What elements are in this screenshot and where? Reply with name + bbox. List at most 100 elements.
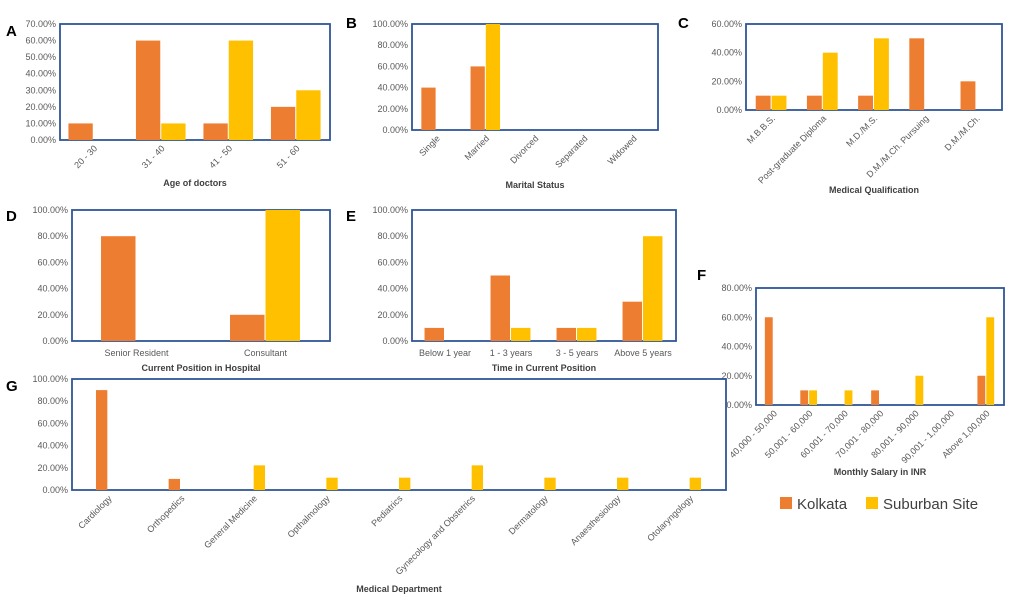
x-tick-label: Pediatrics (369, 493, 404, 528)
y-tick-label: 80.00% (37, 231, 68, 241)
x-tick-label: Below 1 year (419, 348, 471, 358)
chart-panel-f: F0.00%20.00%40.00%60.00%80.00%40,000 - 5… (697, 267, 1005, 477)
bar-kolkata-below-1-year (424, 327, 444, 341)
bar-suburban-site-dermatology (544, 477, 556, 490)
y-tick-label: 20.00% (721, 371, 752, 381)
x-axis-title: Medical Department (356, 584, 442, 594)
bar-suburban-site-80-001-90-000 (915, 375, 924, 405)
bar-kolkata-d-m-m-ch-pursuing (909, 38, 925, 111)
y-tick-label: 20.00% (377, 104, 408, 114)
bar-suburban-site-31-40 (161, 123, 186, 140)
y-tick-label: 60.00% (25, 36, 56, 46)
x-tick-label: Senior Resident (104, 348, 169, 358)
x-tick-label: M.B.B.S. (745, 113, 777, 145)
y-tick-label: 80.00% (37, 396, 68, 406)
bar-suburban-site-3-5-years (577, 327, 597, 341)
y-tick-label: 40.00% (25, 69, 56, 79)
x-tick-label: Anaesthesiology (569, 493, 623, 547)
x-tick-label: Married (463, 133, 492, 162)
y-tick-label: 0.00% (382, 336, 408, 346)
y-tick-label: 60.00% (37, 418, 68, 428)
y-tick-label: 100.00% (32, 374, 68, 384)
bar-suburban-site-general-medicine (253, 465, 266, 490)
y-tick-label: 80.00% (377, 40, 408, 50)
bar-kolkata-consultant (230, 314, 265, 341)
bar-kolkata-31-40 (135, 40, 161, 141)
y-tick-label: 0.00% (726, 400, 752, 410)
bar-kolkata-cardiology (95, 390, 108, 490)
x-tick-label: Separated (553, 133, 589, 169)
y-tick-label: 40.00% (37, 441, 68, 451)
bar-kolkata-senior-resident (101, 236, 136, 341)
x-axis-title: Medical Qualification (829, 185, 919, 195)
x-axis-title: Monthly Salary in INR (834, 467, 927, 477)
x-tick-label: General Medicine (202, 493, 259, 550)
bar-kolkata-d-m-m-ch (960, 81, 976, 110)
y-tick-label: 60.00% (711, 19, 742, 29)
x-axis-title: Age of doctors (163, 178, 227, 188)
plot-frame (411, 23, 659, 131)
bar-suburban-site-1-3-years (511, 327, 531, 341)
x-tick-label: 1 - 3 years (490, 348, 533, 358)
x-tick-label: Opthalmology (285, 493, 332, 540)
bar-suburban-site-above-5-years (643, 236, 663, 341)
bar-kolkata-3-5-years (556, 327, 576, 341)
panel-letter-g: G (6, 378, 18, 395)
bar-suburban-site-50-001-60-000 (809, 390, 817, 405)
panel-letter-b: B (346, 15, 357, 32)
y-tick-label: 40.00% (711, 48, 742, 58)
y-tick-label: 20.00% (711, 76, 742, 86)
x-axis-title: Marital Status (505, 180, 564, 190)
panel-letter-a: A (6, 23, 17, 40)
x-tick-label: 51 - 60 (275, 143, 302, 170)
x-tick-label: Otolaryngology (645, 493, 695, 543)
y-tick-label: 40.00% (721, 342, 752, 352)
bar-kolkata-single (421, 87, 436, 130)
panel-letter-f: F (697, 267, 706, 284)
y-tick-label: 30.00% (25, 85, 56, 95)
bar-kolkata-above-1-00-000 (977, 375, 986, 405)
y-tick-label: 20.00% (25, 102, 56, 112)
y-tick-label: 100.00% (372, 205, 408, 215)
bar-suburban-site-opthalmology (326, 477, 338, 490)
chart-panel-d: D 0.00% 20.00% 40.00% 60.00% 80.00% 100.00% Sen… (6, 205, 331, 373)
x-tick-label: 3 - 5 years (556, 348, 599, 358)
y-tick-label: 100.00% (32, 205, 68, 215)
y-tick-label: 10.00% (25, 118, 56, 128)
y-tick-label: 40.00% (37, 284, 68, 294)
bar-suburban-site-m-b-b-s (771, 95, 787, 110)
bar-kolkata-51-60 (270, 106, 296, 140)
x-tick-label: 20 - 30 (72, 143, 99, 170)
x-tick-label: Cardiology (76, 493, 114, 531)
y-tick-label: 100.00% (372, 19, 408, 29)
y-tick-label: 60.00% (377, 61, 408, 71)
bar-kolkata-above-5-years (622, 301, 642, 341)
bar-kolkata-orthopedics (168, 478, 180, 490)
y-tick-label: 70.00% (25, 19, 56, 29)
bar-kolkata-70-001-80-000 (871, 390, 879, 405)
bar-kolkata-1-3-years (490, 275, 510, 341)
bar-kolkata-50-001-60-000 (800, 390, 809, 405)
bar-suburban-site-41-50 (228, 40, 254, 141)
bar-kolkata-20-30 (68, 123, 93, 140)
plot-frame (411, 209, 677, 342)
plot-frame (71, 378, 727, 491)
chart-panel-b: B 0.00% 20.00% 40.00% 60.00% 80.00% 100.00% Sin… (346, 15, 659, 190)
bar-suburban-site-pediatrics (399, 477, 411, 490)
plot-frame (59, 23, 331, 141)
bar-kolkata-41-50 (203, 123, 228, 140)
y-tick-label: 40.00% (377, 83, 408, 93)
x-tick-label: 41 - 50 (207, 143, 234, 170)
y-tick-label: 0.00% (30, 135, 56, 145)
x-tick-label: Consultant (244, 348, 288, 358)
x-tick-label: Dermatology (507, 493, 551, 537)
panel-letter-d: D (6, 208, 17, 225)
y-tick-label: 50.00% (25, 52, 56, 62)
bar-kolkata-married (470, 66, 485, 130)
bar-kolkata-40-000-50-000 (764, 317, 773, 405)
x-tick-label: Divorced (508, 133, 540, 165)
bar-suburban-site-gynecology-and-obstetrics (471, 465, 484, 490)
legend-kolkata-label: Kolkata (797, 496, 848, 513)
legend-suburban-label: Suburban Site (883, 496, 978, 513)
